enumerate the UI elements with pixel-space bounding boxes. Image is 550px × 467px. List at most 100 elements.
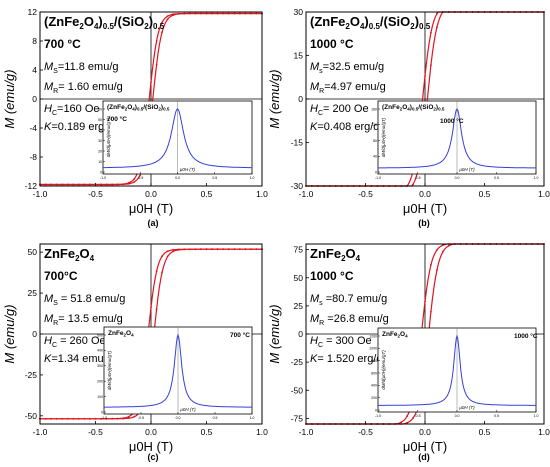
title-part: (ZnFe: [44, 14, 79, 29]
inset-title-subscript: 2: [400, 107, 403, 112]
data-point: [442, 244, 444, 247]
inset-title-part: O: [402, 104, 407, 111]
inset-y-tick-label: 160: [371, 107, 377, 111]
param-ms: Ms=32.5 emu/g: [310, 61, 384, 75]
data-point: [189, 12, 191, 15]
panel-caption-text: (a): [148, 218, 159, 228]
x-axis-title-text: μ0H (T): [403, 439, 447, 454]
data-point: [400, 421, 403, 424]
x-tick-text: -1.0: [299, 189, 314, 199]
param-subscript: C: [52, 110, 57, 117]
y-tick-text: 30: [294, 7, 304, 17]
y-axis-title-text: M (emu/g): [267, 69, 282, 128]
inset-title-subscript: 2: [433, 107, 436, 112]
data-point: [161, 271, 164, 274]
y-tick-text: 0: [298, 94, 303, 104]
data-point: [177, 13, 180, 15]
inset-y-tick-text: 160: [371, 107, 377, 111]
x-tick-text: 0.0: [419, 427, 431, 437]
temperature-text: 700°C: [44, 269, 78, 283]
data-point: [222, 248, 225, 251]
inset-x-tick-label: 0.0: [175, 176, 180, 180]
inset-temperature-text: 700 °C: [107, 115, 127, 123]
param-hc: HC=160 Oe: [44, 103, 100, 117]
y-tick-label: 0: [32, 329, 37, 339]
data-point: [255, 248, 258, 251]
title-subscript: 2: [341, 254, 346, 263]
data-point: [205, 248, 208, 251]
param-value: =11.8 emu/g: [58, 61, 119, 73]
data-point: [111, 183, 114, 186]
data-point: [44, 183, 47, 186]
inset-y-tick-text: 1000: [369, 347, 377, 351]
inset-y-tick-label: 800: [371, 359, 377, 363]
title-part: ): [149, 14, 153, 29]
y-tick-label: 8: [32, 36, 37, 46]
panel-caption: (b): [418, 218, 430, 228]
data-point: [412, 183, 414, 186]
inset-temperature: 1000 °C: [514, 332, 538, 340]
data-point: [430, 310, 432, 313]
inset-y-tick-label: 0: [375, 408, 377, 412]
param-value: =26.8 emu/g: [324, 313, 389, 325]
y-tick-text: 8: [32, 36, 37, 46]
param-mr: MR =26.8 emu/g: [310, 313, 389, 327]
inset-y-tick-label: 200: [371, 396, 377, 400]
x-tick-label: -1.0: [33, 427, 48, 437]
title-part: ): [364, 14, 368, 29]
y-tick-label: 75: [294, 245, 304, 255]
inset-temperature: 700 °C: [230, 331, 250, 339]
inset-title-subscript: 4: [405, 334, 408, 339]
title-subscript: 0.5: [153, 22, 165, 31]
data-point: [216, 248, 219, 251]
inset-x-label: μ0H (T): [179, 167, 196, 172]
data-point: [436, 269, 438, 271]
x-tick-label: -0.5: [88, 189, 103, 199]
param-hc: HC= 200 Oe: [310, 103, 369, 117]
data-point: [250, 12, 252, 15]
title-subscript: 4: [94, 22, 99, 31]
data-point: [233, 12, 236, 15]
inset-title-part: O: [127, 104, 132, 111]
x-tick-label: -1.0: [299, 189, 314, 199]
data-point: [133, 177, 136, 180]
param-symbol: H: [44, 103, 52, 115]
inset-title-part: O: [126, 330, 131, 337]
data-point: [77, 417, 80, 420]
y-tick-text: -12: [25, 181, 38, 191]
y-tick-label: 50: [28, 247, 38, 257]
y-tick-label: -30: [291, 181, 304, 191]
data-point: [133, 181, 136, 183]
data-point: [61, 183, 64, 186]
data-point: [172, 14, 175, 17]
param-symbol: M: [44, 293, 54, 305]
chart-panel-c: -1.0 -0.5 0.0 0.5 1.0 -50 -25 0 25 50 μ0H (T) M (em…: [2, 243, 268, 462]
inset-title-subscript: 4: [132, 107, 135, 112]
inset-x-label: μ0H (T): [458, 167, 475, 172]
param-symbol: K: [310, 121, 318, 133]
inset-y-tick-label: 1200: [369, 334, 377, 338]
inset-temperature: 1000 °C: [440, 117, 464, 125]
inset-y-tick-label: 120: [371, 123, 377, 127]
inset-y-tick-text: 500: [97, 333, 103, 337]
x-tick-label: 1.0: [538, 427, 550, 437]
inset-y-tick-label: 400: [371, 384, 377, 388]
inset-y-label: dM/d(μ0H)(emu/gT): [381, 350, 386, 390]
inset-x-tick-label: 0.5: [212, 176, 217, 180]
inset-x-tick-text: 1.0: [534, 414, 539, 418]
data-point: [238, 12, 241, 15]
data-point: [50, 183, 52, 186]
inset-x-tick-label: -1.0: [101, 416, 107, 420]
param-mr: MR=4.97 emu/g: [310, 81, 386, 95]
x-tick-label: -0.5: [88, 427, 103, 437]
inset-x-tick-text: 1.0: [250, 416, 255, 420]
param-symbol: K: [44, 353, 52, 365]
param-value: =4.97 emu/g: [324, 81, 385, 93]
data-point: [50, 417, 52, 420]
inset-y-tick-text: 40: [98, 128, 102, 132]
y-tick-text: 25: [294, 301, 304, 311]
param-symbol: M: [310, 313, 320, 325]
inset-y-tick-label: 0: [101, 410, 103, 414]
data-point: [194, 248, 197, 251]
